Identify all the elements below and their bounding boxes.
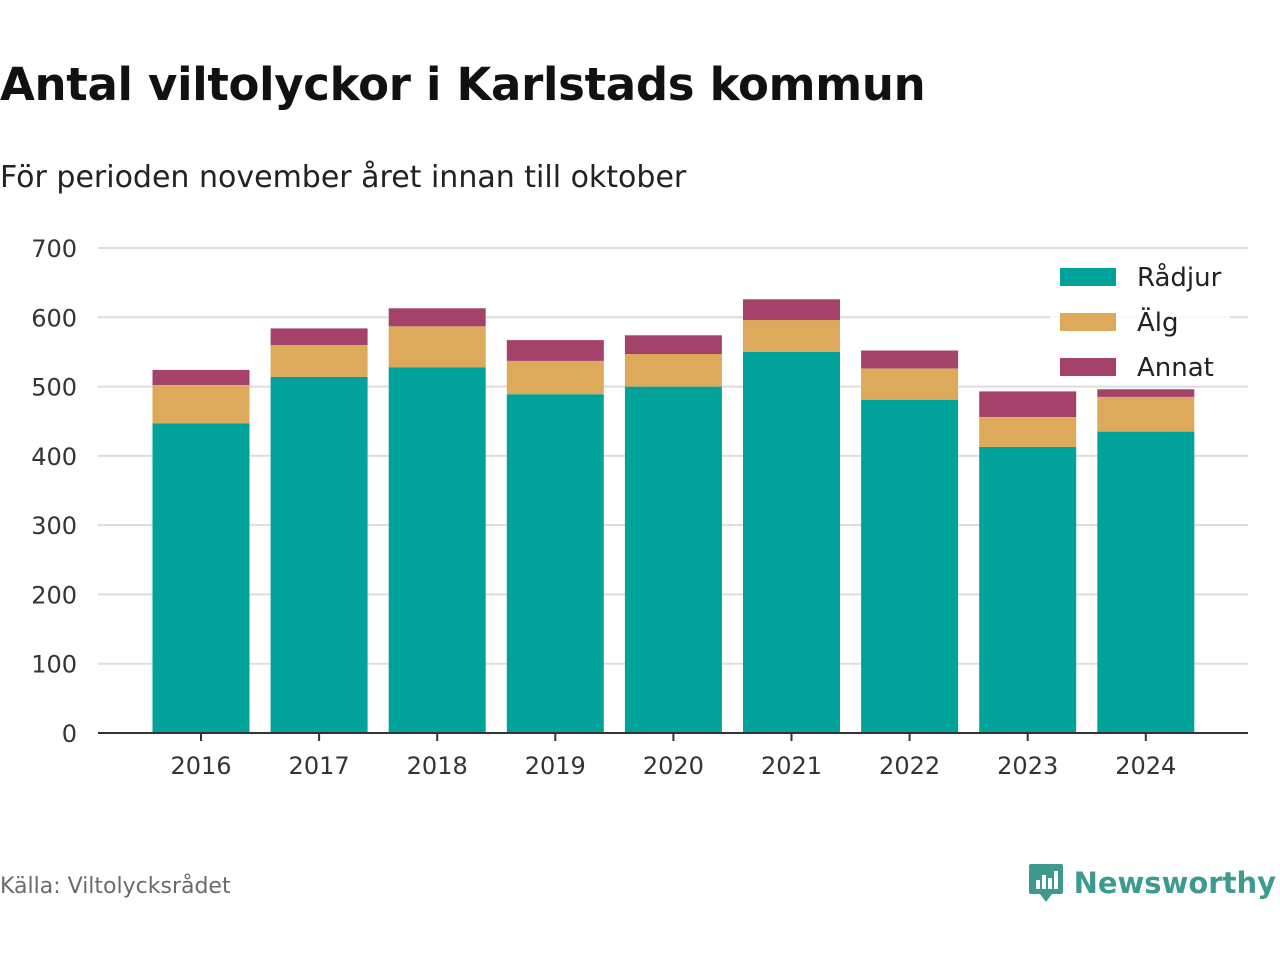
axes: 0 100 200 300 400 500 600 700 2016 2017 2018 2019 20… [31,235,1248,780]
legend-label: Älg [1137,306,1179,338]
bar-2022-älg [861,368,959,400]
legend-swatch-annat [1060,358,1116,376]
bar-2016-rådjur [152,423,250,733]
bar-2024-älg [1097,397,1195,432]
bar-2024-annat [1097,389,1195,397]
legend-label: Rådjur [1137,262,1222,293]
y-tick-label: 0 [62,720,77,748]
y-tick-label: 700 [31,235,77,263]
bar-2023-rådjur [979,446,1077,733]
brand-logo: Newsworthy [1028,862,1276,904]
legend-label: Annat [1137,353,1214,383]
bar-2019-rådjur [506,394,604,733]
legend: Rådjur Älg Annat [1050,256,1230,383]
bar-2018-annat [388,308,486,327]
chart-subtitle: För perioden november året innan till ok… [0,160,687,195]
bar-2024-rådjur [1097,431,1195,733]
x-tick-label: 2021 [761,752,822,780]
bar-2020-rådjur [624,386,722,733]
brand-name: Newsworthy [1073,866,1276,900]
bar-2021-rådjur [743,351,840,733]
bar-2016-annat [152,369,250,386]
y-tick-label: 500 [31,374,77,402]
y-tick-label: 200 [31,581,77,609]
bar-2017-annat [270,328,368,345]
bar-2022-rådjur [861,399,959,733]
stacked-bar-chart: 0 100 200 300 400 500 600 700 2016 2017 2018 2019 20… [31,235,1248,780]
bar-2018-älg [388,326,486,368]
x-tick-label: 2022 [879,752,940,780]
x-tick-label: 2020 [643,752,704,780]
bar-2022-annat [861,350,959,369]
bar-2016-älg [152,385,250,424]
bars [152,299,1195,733]
bar-2019-älg [506,360,604,395]
legend-swatch-rådjur [1060,268,1116,286]
newsworthy-logo-icon [1028,864,1063,902]
bar-2017-älg [270,345,368,377]
x-tick-label: 2018 [407,752,468,780]
legend-swatch-älg [1060,313,1116,331]
bar-2021-annat [743,299,840,321]
bar-2023-älg [979,417,1077,447]
bar-2019-annat [506,340,604,361]
bar-2021-älg [743,320,840,352]
x-tick-label: 2019 [525,752,586,780]
x-tick-label: 2023 [997,752,1058,780]
bar-2020-annat [624,335,722,354]
y-tick-label: 100 [31,651,77,679]
x-tick-label: 2017 [289,752,350,780]
bar-2023-annat [979,391,1077,417]
source-note: Källa: Viltolycksrådet [0,874,231,899]
y-tick-label: 400 [31,443,77,471]
chart-title: Antal viltolyckor i Karlstads kommun [0,58,926,111]
x-tick-label: 2016 [170,752,231,780]
bar-2018-rådjur [388,367,486,733]
y-tick-label: 300 [31,512,77,540]
bar-2017-rådjur [270,376,368,733]
x-tick-label: 2024 [1115,752,1176,780]
bar-2020-älg [624,354,722,387]
y-tick-label: 600 [31,304,77,332]
